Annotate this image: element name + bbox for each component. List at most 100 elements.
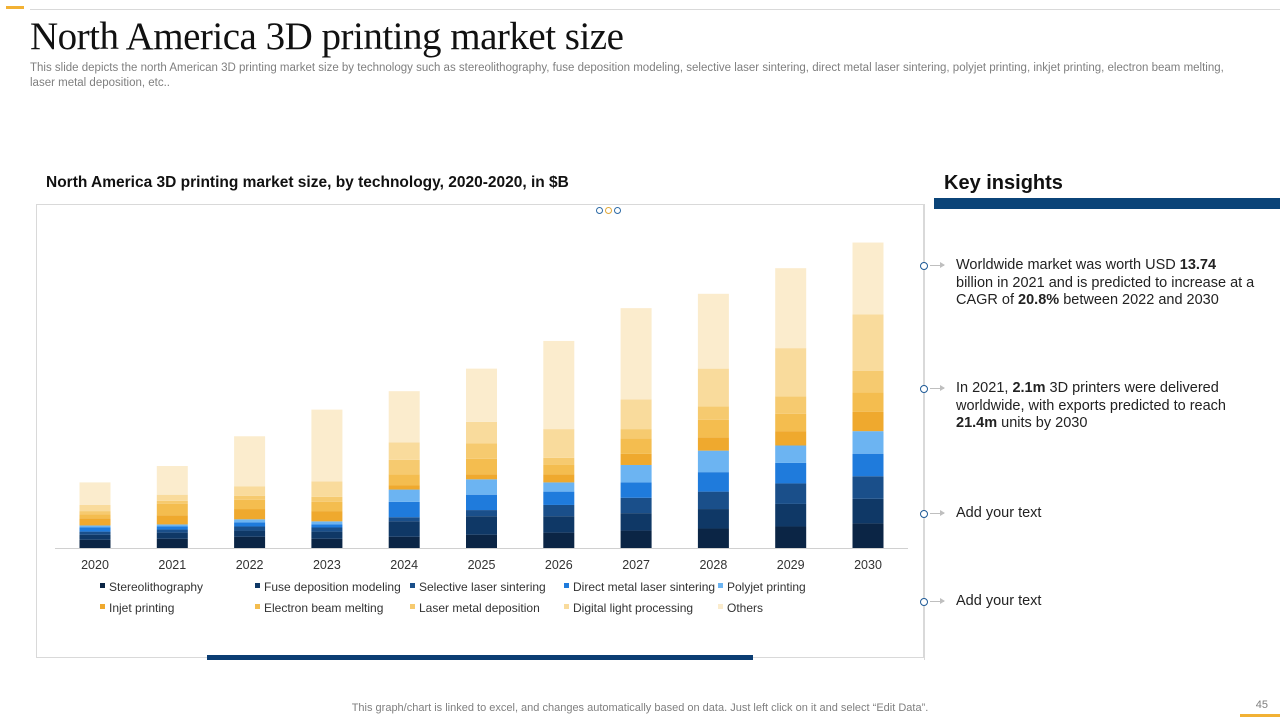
bar-segment-2021-6[interactable] bbox=[156, 503, 188, 516]
bar-segment-2027-3[interactable] bbox=[620, 482, 652, 498]
bar-segment-2020-6[interactable] bbox=[79, 514, 111, 519]
bar-segment-2020-0[interactable] bbox=[79, 539, 111, 548]
bar-segment-2025-5[interactable] bbox=[466, 474, 497, 480]
bar-segment-2022-0[interactable] bbox=[234, 536, 266, 548]
bar-segment-2030-6[interactable] bbox=[852, 392, 884, 412]
bar-segment-2029-8[interactable] bbox=[775, 348, 807, 397]
bar-segment-2022-1[interactable] bbox=[234, 530, 266, 537]
bar-segment-2025-3[interactable] bbox=[466, 494, 497, 511]
bar-segment-2025-6[interactable] bbox=[466, 458, 497, 475]
insight-text-2[interactable]: In 2021, 2.1m 3D printers were delivered… bbox=[956, 380, 1226, 431]
bar-segment-2027-6[interactable] bbox=[620, 438, 652, 454]
bar-segment-2030-0[interactable] bbox=[852, 523, 884, 548]
bar-segment-2023-9[interactable] bbox=[311, 409, 343, 482]
bar-segment-2029-6[interactable] bbox=[775, 413, 807, 432]
bar-segment-2024-7[interactable] bbox=[388, 459, 420, 475]
bar-segment-2022-8[interactable] bbox=[234, 486, 266, 496]
bar-segment-2022-3[interactable] bbox=[234, 522, 266, 527]
bar-segment-2025-4[interactable] bbox=[466, 479, 497, 495]
bar-segment-2021-2[interactable] bbox=[156, 529, 188, 533]
bar-segment-2028-3[interactable] bbox=[697, 472, 729, 492]
insight-text-4[interactable]: Add your text bbox=[956, 593, 1042, 609]
bar-segment-2027-8[interactable] bbox=[620, 399, 652, 430]
bar-segment-2026-4[interactable] bbox=[543, 482, 575, 492]
bar-segment-2024-3[interactable] bbox=[388, 501, 420, 518]
bar-segment-2023-8[interactable] bbox=[311, 481, 343, 497]
bar-segment-2020-9[interactable] bbox=[79, 482, 111, 505]
bar-segment-2029-5[interactable] bbox=[775, 431, 807, 446]
bar-segment-2024-0[interactable] bbox=[388, 536, 420, 548]
bar-segment-2020-3[interactable] bbox=[79, 527, 111, 532]
bar-segment-2020-2[interactable] bbox=[79, 531, 111, 535]
bar-segment-2025-2[interactable] bbox=[466, 510, 497, 517]
bar-segment-2024-4[interactable] bbox=[388, 489, 420, 502]
bar-segment-2028-5[interactable] bbox=[697, 437, 729, 451]
bar-segment-2022-4[interactable] bbox=[234, 519, 266, 523]
bar-segment-2030-9[interactable] bbox=[852, 242, 884, 315]
bar-segment-2021-1[interactable] bbox=[156, 532, 188, 539]
bar-segment-2023-5[interactable] bbox=[311, 511, 343, 522]
bar-segment-2028-9[interactable] bbox=[697, 293, 729, 369]
bar-segment-2023-4[interactable] bbox=[311, 521, 343, 525]
bar-segment-2024-2[interactable] bbox=[388, 517, 420, 522]
bar-segment-2029-7[interactable] bbox=[775, 396, 807, 414]
bar-segment-2021-4[interactable] bbox=[156, 524, 188, 527]
bar-segment-2027-5[interactable] bbox=[620, 453, 652, 465]
bar-segment-2028-0[interactable] bbox=[697, 528, 729, 548]
bar-segment-2023-6[interactable] bbox=[311, 501, 343, 512]
bar-segment-2021-9[interactable] bbox=[156, 466, 188, 495]
bar-segment-2028-2[interactable] bbox=[697, 491, 729, 510]
bar-segment-2029-1[interactable] bbox=[775, 503, 807, 527]
bar-segment-2029-9[interactable] bbox=[775, 268, 807, 349]
bar-segment-2022-6[interactable] bbox=[234, 499, 266, 510]
bar-segment-2028-4[interactable] bbox=[697, 450, 729, 473]
bar-segment-2029-3[interactable] bbox=[775, 462, 807, 484]
bar-segment-2024-6[interactable] bbox=[388, 474, 420, 486]
bar-segment-2026-0[interactable] bbox=[543, 532, 575, 548]
bar-segment-2028-1[interactable] bbox=[697, 509, 729, 529]
bar-segment-2025-1[interactable] bbox=[466, 516, 497, 535]
bar-segment-2022-2[interactable] bbox=[234, 526, 266, 531]
bar-segment-2029-2[interactable] bbox=[775, 483, 807, 504]
bar-segment-2020-7[interactable] bbox=[79, 511, 111, 515]
bar-segment-2026-2[interactable] bbox=[543, 504, 575, 517]
bar-segment-2026-5[interactable] bbox=[543, 474, 575, 483]
bar-segment-2027-4[interactable] bbox=[620, 464, 652, 483]
bar-segment-2022-9[interactable] bbox=[234, 436, 266, 487]
bar-segment-2024-9[interactable] bbox=[388, 391, 420, 443]
bar-segment-2021-7[interactable] bbox=[156, 500, 188, 504]
bar-segment-2030-7[interactable] bbox=[852, 370, 884, 393]
bar-segment-2026-8[interactable] bbox=[543, 429, 575, 458]
insight-text-1[interactable]: Worldwide market was worth USD 13.74 bil… bbox=[956, 257, 1255, 308]
bar-segment-2026-3[interactable] bbox=[543, 491, 575, 505]
bar-segment-2023-0[interactable] bbox=[311, 538, 343, 548]
bar-segment-2024-5[interactable] bbox=[388, 485, 420, 490]
bar-segment-2029-0[interactable] bbox=[775, 526, 807, 548]
bar-segment-2023-2[interactable] bbox=[311, 527, 343, 532]
bar-segment-2030-4[interactable] bbox=[852, 431, 884, 454]
bar-segment-2030-5[interactable] bbox=[852, 411, 884, 432]
bar-segment-2020-5[interactable] bbox=[79, 518, 111, 526]
bar-segment-2023-1[interactable] bbox=[311, 531, 343, 539]
bar-segment-2020-1[interactable] bbox=[79, 534, 111, 540]
bar-segment-2030-3[interactable] bbox=[852, 453, 884, 477]
bar-segment-2021-8[interactable] bbox=[156, 494, 188, 501]
bar-segment-2030-2[interactable] bbox=[852, 476, 884, 499]
bar-segment-2028-8[interactable] bbox=[697, 368, 729, 407]
bar-segment-2026-6[interactable] bbox=[543, 464, 575, 475]
bar-segment-2025-8[interactable] bbox=[466, 421, 497, 444]
bar-segment-2030-8[interactable] bbox=[852, 314, 884, 371]
bar-segment-2020-8[interactable] bbox=[79, 504, 111, 512]
bar-segment-2027-0[interactable] bbox=[620, 530, 652, 548]
bar-segment-2026-7[interactable] bbox=[543, 457, 575, 465]
bar-segment-2025-9[interactable] bbox=[466, 368, 497, 422]
chart-resize-handle-icon[interactable] bbox=[596, 201, 623, 219]
bar-segment-2027-7[interactable] bbox=[620, 429, 652, 439]
bar-segment-2029-4[interactable] bbox=[775, 445, 807, 463]
bar-segment-2022-7[interactable] bbox=[234, 495, 266, 500]
bar-segment-2027-1[interactable] bbox=[620, 513, 652, 531]
insight-text-3[interactable]: Add your text bbox=[956, 505, 1042, 521]
bar-segment-2028-7[interactable] bbox=[697, 406, 729, 420]
bar-segment-2027-2[interactable] bbox=[620, 497, 652, 514]
